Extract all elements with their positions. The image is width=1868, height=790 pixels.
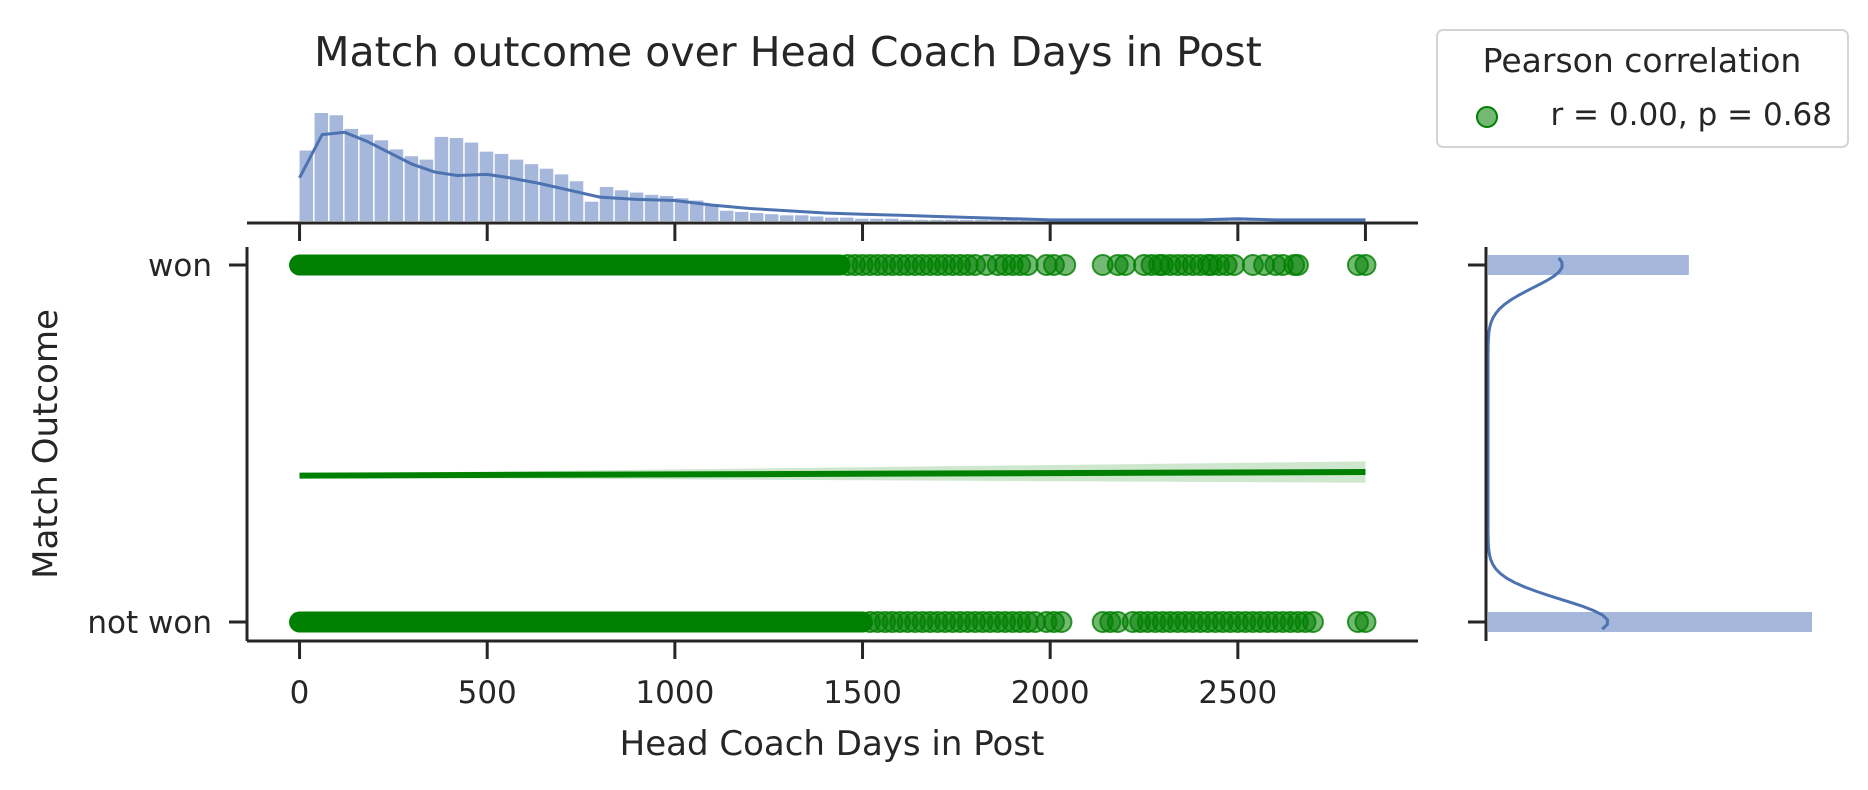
- top-hist-bar: [329, 115, 344, 221]
- won-point: [1054, 254, 1077, 276]
- won-point: [1223, 254, 1246, 276]
- top-hist-bar: [389, 149, 404, 221]
- top-hist-bar: [584, 201, 599, 221]
- x-tick-label: 2500: [1198, 675, 1277, 711]
- won-point: [1114, 254, 1137, 276]
- top-hist-bar: [764, 214, 779, 221]
- right-marginal-histogram: [1468, 247, 1812, 641]
- won-point: [1016, 254, 1039, 276]
- top-hist-bar: [374, 140, 389, 221]
- legend: Pearson correlation r = 0.00, p = 0.68: [1436, 29, 1849, 148]
- top-hist-bar: [809, 216, 824, 221]
- top-hist-bar: [524, 164, 539, 221]
- not-won-point: [1354, 611, 1377, 633]
- top-hist-bar: [554, 174, 569, 221]
- x-tick-label: 0: [290, 675, 310, 711]
- top-hist-bar: [824, 217, 839, 221]
- top-hist-bar: [359, 134, 374, 221]
- top-hist-bar: [975, 219, 989, 221]
- top-hist-bar: [674, 198, 689, 221]
- top-hist-bar: [885, 218, 899, 221]
- x-tick-label: 500: [458, 675, 517, 711]
- x-axis-label: Head Coach Days in Post: [620, 724, 1045, 764]
- top-hist-bar: [719, 210, 734, 221]
- top-hist-bar: [915, 219, 929, 221]
- top-kde-curve: [298, 130, 1366, 222]
- top-hist-bar: [629, 192, 644, 221]
- top-hist-bar: [689, 200, 704, 221]
- top-hist-bar: [449, 138, 464, 221]
- top-hist-bar: [794, 215, 809, 221]
- top-hist-bar: [855, 218, 869, 221]
- top-hist-bar: [1230, 219, 1244, 221]
- top-hist-bar: [404, 156, 419, 221]
- top-hist-bar: [344, 128, 359, 221]
- top-hist-bar: [749, 213, 764, 221]
- top-hist-bar: [779, 215, 794, 221]
- top-hist-bar: [614, 190, 629, 221]
- won-point: [1286, 254, 1309, 276]
- top-hist-bar: [599, 186, 614, 221]
- top-hist-bar: [930, 219, 944, 221]
- right-hist-bar: [1488, 612, 1812, 632]
- top-hist-bar: [314, 113, 329, 221]
- top-hist-bar: [299, 150, 314, 221]
- not-won-point: [1050, 611, 1073, 633]
- top-hist-bar: [1005, 219, 1019, 221]
- top-hist-bar: [900, 219, 914, 221]
- top-hist-bar: [479, 151, 494, 221]
- legend-entry: r = 0.00, p = 0.68: [1550, 97, 1832, 133]
- top-hist-bar: [464, 142, 479, 221]
- main-plot-area: 0 500 1000 1500 2000 2500 not won won Head Coa…: [26, 247, 1418, 764]
- x-tick-label: 2000: [1011, 675, 1090, 711]
- right-kde-curve: [1486, 257, 1610, 631]
- x-tick-label: 1000: [635, 675, 714, 711]
- y-axis-label: Match Outcome: [26, 309, 66, 579]
- top-hist-bar: [945, 219, 959, 221]
- top-hist-bar: [960, 219, 974, 221]
- legend-marker: [1476, 106, 1498, 128]
- y-tick-label: not won: [87, 605, 212, 641]
- top-hist-bar: [494, 153, 509, 221]
- top-hist-bar: [734, 211, 749, 221]
- top-hist-bar: [659, 195, 674, 221]
- x-tick-label: 1500: [823, 675, 902, 711]
- top-hist-bar: [434, 136, 449, 221]
- chart-title: Match outcome over Head Coach Days in Po…: [314, 28, 1262, 76]
- top-hist-bar: [840, 217, 854, 221]
- won-point: [1354, 254, 1377, 276]
- top-hist-bar: [539, 168, 554, 221]
- top-hist-bar: [419, 159, 434, 221]
- right-hist-bar: [1488, 255, 1689, 275]
- y-tick-label: won: [148, 248, 212, 284]
- top-hist-bar: [509, 159, 524, 221]
- top-hist-bar: [990, 219, 1004, 221]
- regression-line: [299, 469, 1366, 479]
- top-hist-bar: [870, 218, 884, 221]
- top-hist-bar: [569, 181, 584, 221]
- legend-box: [1436, 29, 1849, 148]
- legend-title: Pearson correlation: [1483, 41, 1802, 80]
- top-hist-bar: [704, 203, 719, 221]
- not-won-point: [1301, 611, 1324, 633]
- top-marginal-histogram: [247, 113, 1418, 241]
